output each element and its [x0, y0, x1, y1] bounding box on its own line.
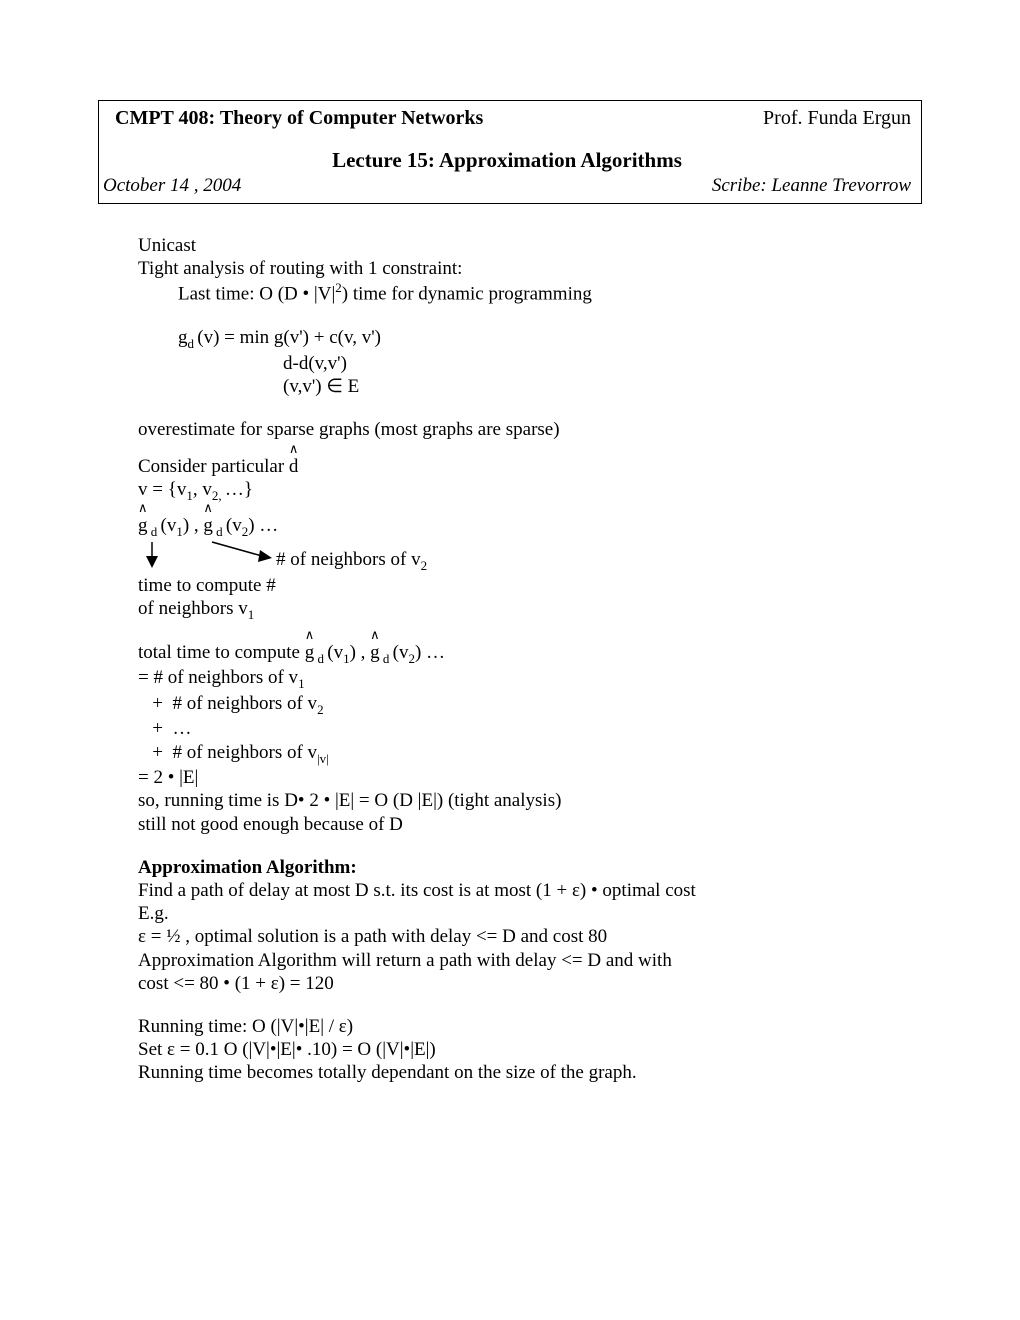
text-line: Approximation Algorithm will return a pa…	[138, 949, 922, 972]
text-line: ε = ½ , optimal solution is a path with …	[138, 925, 922, 948]
text-line: so, running time is D• 2 • |E| = O (D |E…	[138, 789, 922, 812]
document-page: CMPT 408: Theory of Computer Networks Pr…	[0, 0, 1020, 1144]
text-line: + # of neighbors of v|v|	[138, 741, 922, 767]
professor-name: Prof. Funda Ergun	[763, 107, 911, 130]
text-line: v = {v1, v2, …}	[138, 478, 922, 504]
equation-line: gd (v) = min g(v') + c(v, v')	[178, 326, 922, 352]
text-line: + # of neighbors of v2	[138, 692, 922, 718]
text-line: time to compute #	[138, 574, 922, 597]
equation-line: d-d(v,v')	[283, 352, 922, 375]
lecture-content: Unicast Tight analysis of routing with 1…	[138, 234, 922, 1084]
section-heading: Approximation Algorithm:	[138, 856, 922, 879]
text-line: Last time: O (D • |V|2) time for dynamic…	[178, 280, 922, 306]
course-title: CMPT 408: Theory of Computer Networks	[115, 107, 483, 130]
text-line: Running time becomes totally dependant o…	[138, 1061, 922, 1084]
header-top-row: CMPT 408: Theory of Computer Networks Pr…	[103, 107, 911, 130]
text-line: overestimate for sparse graphs (most gra…	[138, 418, 922, 441]
text-line: Running time: O (|V|•|E| / ε)	[138, 1015, 922, 1038]
text-line: cost <= 80 • (1 + ε) = 120	[138, 972, 922, 995]
header-bottom-row: October 14 , 2004 Scribe: Leanne Trevorr…	[103, 175, 911, 197]
text-line: Tight analysis of routing with 1 constra…	[138, 257, 922, 280]
d-hat: d	[289, 455, 299, 478]
text-line: = 2 • |E|	[138, 766, 922, 789]
down-arrow-icon	[144, 540, 160, 568]
lecture-title: Lecture 15: Approximation Algorithms	[103, 148, 911, 173]
text-line: Unicast	[138, 234, 922, 257]
scribe-name: Scribe: Leanne Trevorrow	[712, 175, 911, 197]
text-line: + …	[138, 717, 922, 740]
arrow-row: # of neighbors of v2	[144, 540, 922, 574]
equation-line: total time to compute g d (v1) , g d (v2…	[138, 641, 922, 667]
text-line: of neighbors v1	[138, 597, 922, 623]
lecture-date: October 14 , 2004	[103, 175, 241, 197]
diagonal-arrow-icon	[210, 540, 280, 574]
text-line: E.g.	[138, 902, 922, 925]
text-line: Set ε = 0.1 O (|V|•|E|• .10) = O (|V|•|E…	[138, 1038, 922, 1061]
equation-line: g d (v1) , g d (v2) …	[138, 514, 922, 540]
text-line: = # of neighbors of v1	[138, 666, 922, 692]
text-line: Consider particular d	[138, 455, 922, 478]
equation-line: (v,v') ∈ E	[283, 375, 922, 398]
text-line: still not good enough because of D	[138, 813, 922, 836]
lecture-header-box: CMPT 408: Theory of Computer Networks Pr…	[98, 100, 922, 204]
text-line: # of neighbors of v2	[276, 548, 427, 574]
text-line: Find a path of delay at most D s.t. its …	[138, 879, 922, 902]
